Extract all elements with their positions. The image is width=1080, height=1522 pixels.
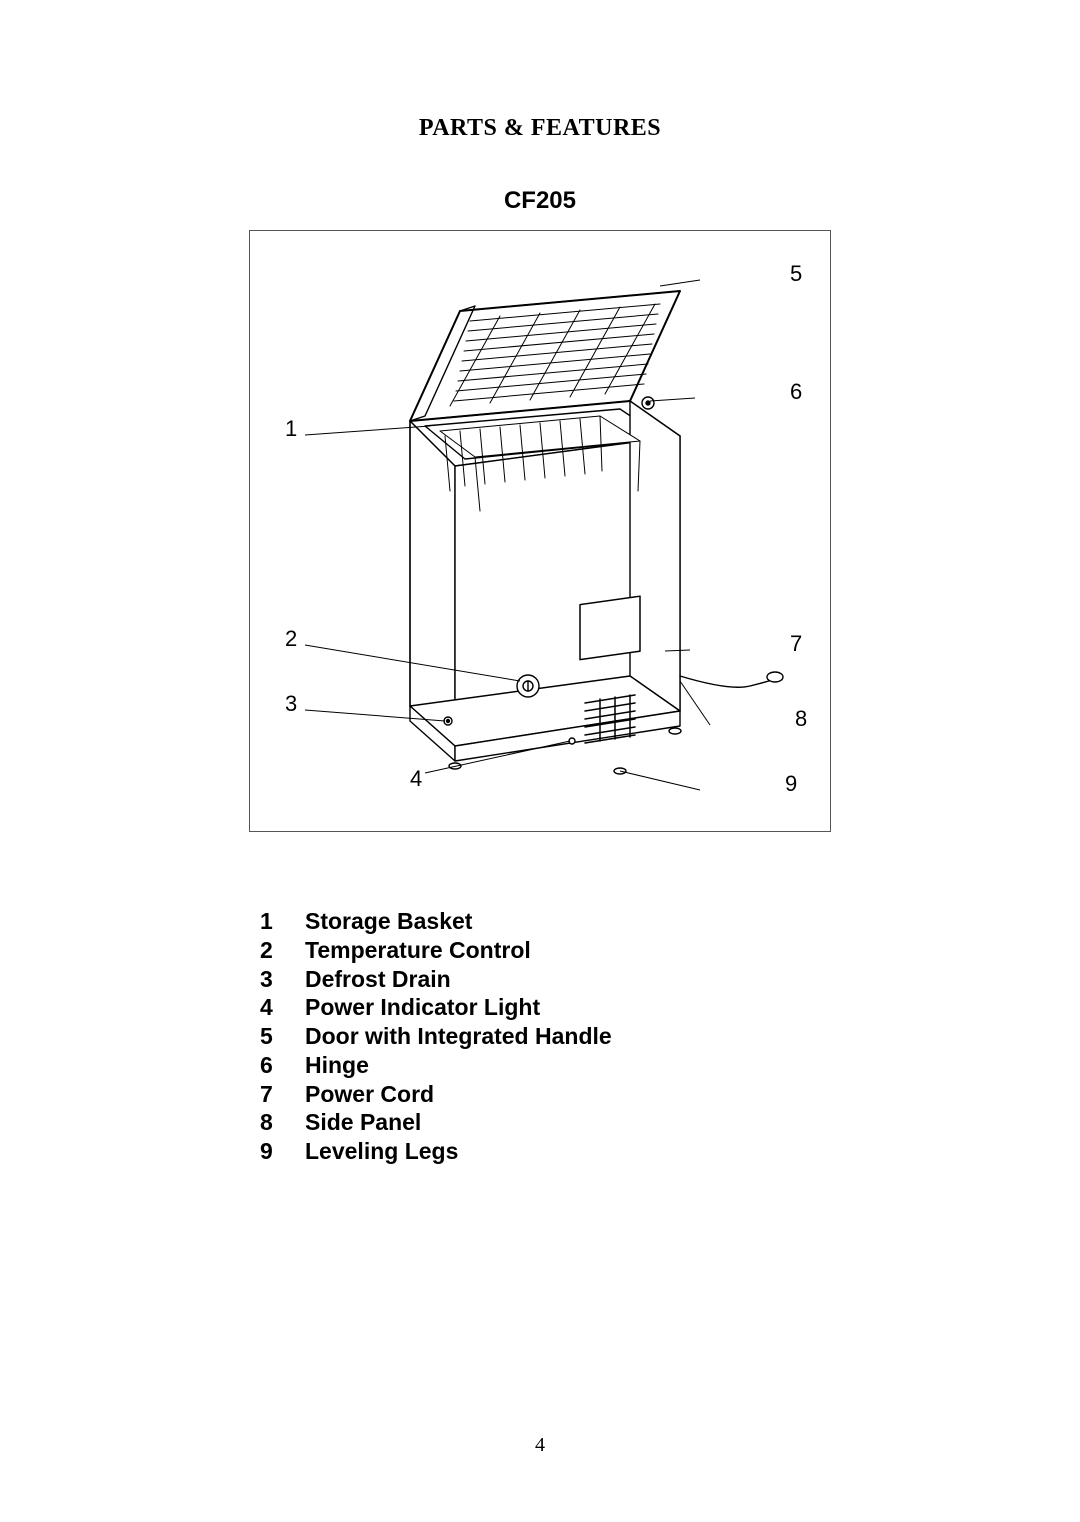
part-num: 5 bbox=[260, 1022, 305, 1051]
parts-list: 1 Storage Basket 2 Temperature Control 3… bbox=[260, 907, 820, 1166]
part-num: 4 bbox=[260, 993, 305, 1022]
part-label: Power Cord bbox=[305, 1080, 820, 1109]
page-number: 4 bbox=[0, 1434, 1080, 1457]
part-label: Power Indicator Light bbox=[305, 993, 820, 1022]
part-row: 2 Temperature Control bbox=[260, 936, 820, 965]
part-num: 8 bbox=[260, 1108, 305, 1137]
page-title: PARTS & FEATURES bbox=[0, 115, 1080, 142]
model-number: CF205 bbox=[0, 187, 1080, 215]
part-label: Side Panel bbox=[305, 1108, 820, 1137]
part-row: 6 Hinge bbox=[260, 1051, 820, 1080]
manual-page: PARTS & FEATURES CF205 bbox=[0, 0, 1080, 1522]
callout-number: 9 bbox=[785, 771, 797, 796]
part-num: 1 bbox=[260, 907, 305, 936]
callout-number: 5 bbox=[790, 261, 802, 286]
part-num: 9 bbox=[260, 1137, 305, 1166]
part-label: Storage Basket bbox=[305, 907, 820, 936]
part-label: Temperature Control bbox=[305, 936, 820, 965]
part-row: 3 Defrost Drain bbox=[260, 965, 820, 994]
part-label: Leveling Legs bbox=[305, 1137, 820, 1166]
part-row: 8 Side Panel bbox=[260, 1108, 820, 1137]
part-row: 1 Storage Basket bbox=[260, 907, 820, 936]
part-row: 9 Leveling Legs bbox=[260, 1137, 820, 1166]
callout-number: 7 bbox=[790, 631, 802, 656]
part-num: 2 bbox=[260, 936, 305, 965]
callout-number: 4 bbox=[410, 766, 422, 791]
part-label: Hinge bbox=[305, 1051, 820, 1080]
part-row: 4 Power Indicator Light bbox=[260, 993, 820, 1022]
part-num: 7 bbox=[260, 1080, 305, 1109]
part-num: 3 bbox=[260, 965, 305, 994]
callout-number: 3 bbox=[285, 691, 297, 716]
callout-number: 8 bbox=[795, 706, 807, 731]
callout-number: 1 bbox=[285, 416, 297, 441]
part-label: Door with Integrated Handle bbox=[305, 1022, 820, 1051]
part-num: 6 bbox=[260, 1051, 305, 1080]
part-label: Defrost Drain bbox=[305, 965, 820, 994]
parts-figure: 1 2 3 4 5 6 7 8 9 bbox=[249, 230, 831, 832]
part-row: 7 Power Cord bbox=[260, 1080, 820, 1109]
callout-number: 2 bbox=[285, 626, 297, 651]
callout-number: 6 bbox=[790, 379, 802, 404]
part-row: 5 Door with Integrated Handle bbox=[260, 1022, 820, 1051]
freezer-diagram: 1 2 3 4 5 6 7 8 9 bbox=[250, 231, 830, 831]
